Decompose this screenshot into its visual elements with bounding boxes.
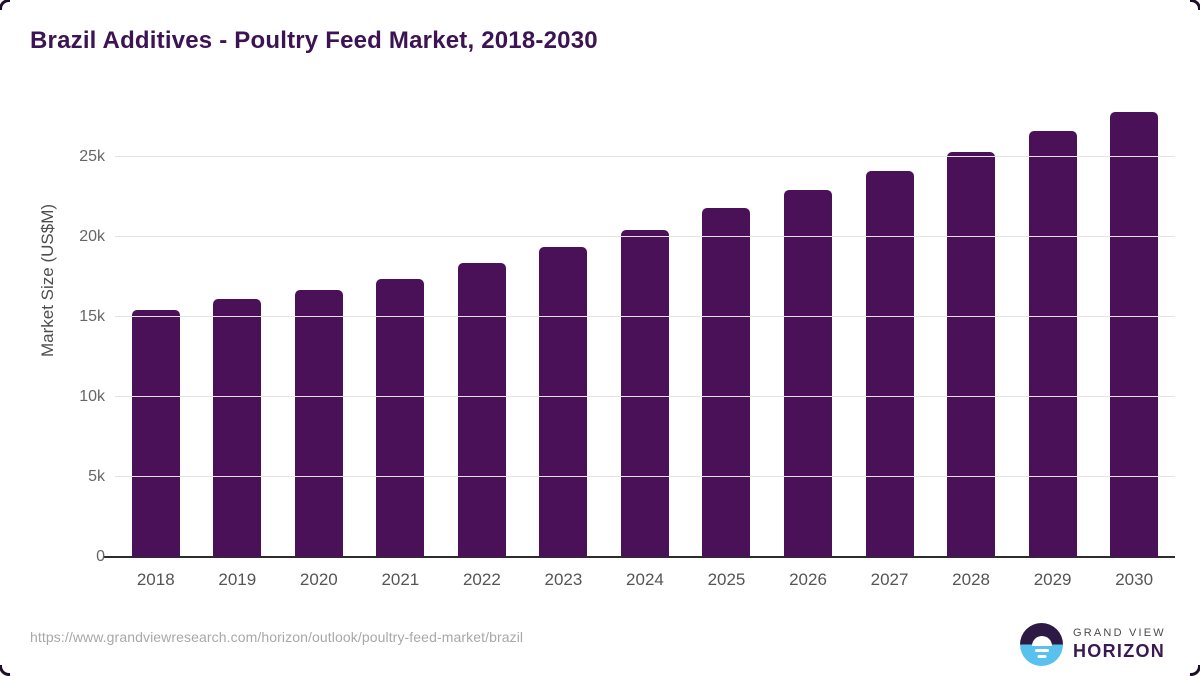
- category-slot-2021: 2021: [360, 100, 442, 589]
- x-tick-label-2019: 2019: [218, 570, 257, 589]
- screenshot-corner-artifact: [1190, 665, 1200, 676]
- y-tick-label-10k: 10k: [79, 388, 105, 405]
- bar-2022[interactable]: [457, 263, 506, 557]
- bar-2026[interactable]: [784, 189, 833, 557]
- category-slot-2027: 2027: [849, 100, 931, 589]
- x-tick-label-2030: 2030: [1115, 570, 1154, 589]
- bar-2020[interactable]: [294, 289, 343, 557]
- x-tick-label-2020: 2020: [299, 570, 338, 589]
- source-url: https://www.grandviewresearch.com/horizo…: [30, 629, 524, 645]
- bar-2018[interactable]: [131, 309, 180, 557]
- chart-title: Brazil Additives - Poultry Feed Market, …: [30, 27, 598, 54]
- category-slot-2023: 2023: [523, 100, 605, 589]
- x-tick-label-2028: 2028: [952, 570, 990, 589]
- x-tick-label-2024: 2024: [626, 570, 664, 589]
- bar-2028[interactable]: [947, 152, 996, 557]
- gridline-10k: [115, 396, 1175, 397]
- category-slot-2020: 2020: [278, 100, 360, 589]
- grand-view-horizon-logo: GRAND VIEW HORIZON: [1020, 623, 1166, 666]
- screenshot-corner-artifact: [0, 665, 10, 676]
- x-tick-label-2018: 2018: [136, 570, 175, 589]
- screenshot-corner-artifact: [1190, 0, 1200, 10]
- screenshot-corner-artifact: [0, 0, 10, 10]
- category-slot-2025: 2025: [686, 100, 768, 589]
- logo-text-horizon: HORIZON: [1073, 641, 1166, 661]
- y-tick-label-25k: 25k: [79, 147, 105, 165]
- bar-2030[interactable]: [1110, 112, 1159, 557]
- bar-2021[interactable]: [376, 278, 425, 557]
- category-slot-2030: 2030: [1093, 100, 1175, 589]
- category-slot-2019: 2019: [197, 100, 279, 589]
- y-tick-label-5k: 5k: [88, 468, 105, 485]
- y-tick-label-15k: 15k: [79, 307, 105, 325]
- x-tick-label-2021: 2021: [381, 570, 420, 589]
- bar-2029[interactable]: [1028, 131, 1077, 557]
- logo-text-grand-view: GRAND VIEW: [1073, 627, 1166, 639]
- category-slot-2029: 2029: [1012, 100, 1094, 589]
- bar-2019[interactable]: [213, 299, 262, 557]
- x-tick-label-2026: 2026: [789, 570, 827, 589]
- category-slot-2018: 2018: [115, 100, 197, 589]
- bar-2027[interactable]: [865, 171, 914, 557]
- x-tick-label-2029: 2029: [1033, 570, 1072, 589]
- bar-2024[interactable]: [620, 229, 669, 557]
- x-tick-label-2022: 2022: [462, 570, 501, 589]
- y-tick-label-0: 0: [96, 548, 105, 565]
- gridline-20k: [115, 235, 1175, 237]
- gridline-25k: [115, 155, 1175, 157]
- category-slot-2028: 2028: [930, 100, 1012, 589]
- bar-series: 2018 2019 2020 2021 2022 2023 2024 2025 2026 2027…: [115, 100, 1175, 589]
- x-tick-label-2023: 2023: [544, 570, 583, 589]
- bar-2025[interactable]: [702, 208, 751, 557]
- plot-area: 2018 2019 2020 2021 2022 2023 2024 2025 2026 2027…: [79, 100, 1175, 589]
- gridline-15k: [115, 315, 1175, 317]
- x-axis-line: [103, 556, 1175, 558]
- category-slot-2024: 2024: [604, 100, 686, 589]
- horizon-sun-icon: [1020, 623, 1063, 666]
- category-slot-2026: 2026: [767, 100, 849, 589]
- gridline-5k: [115, 476, 1175, 477]
- category-slot-2022: 2022: [441, 100, 523, 589]
- y-tick-label-20k: 20k: [79, 227, 105, 245]
- x-tick-label-2025: 2025: [707, 570, 746, 589]
- bar-2023[interactable]: [539, 247, 588, 557]
- x-tick-label-2027: 2027: [870, 570, 909, 589]
